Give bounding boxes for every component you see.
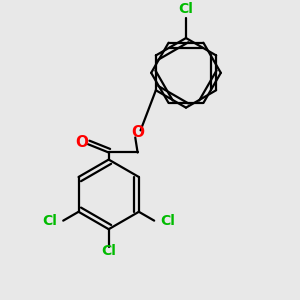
Text: O: O: [131, 125, 144, 140]
Text: Cl: Cl: [161, 214, 176, 228]
Text: Cl: Cl: [178, 2, 194, 16]
Text: Cl: Cl: [101, 244, 116, 258]
Text: Cl: Cl: [42, 214, 57, 228]
Text: O: O: [75, 135, 88, 150]
